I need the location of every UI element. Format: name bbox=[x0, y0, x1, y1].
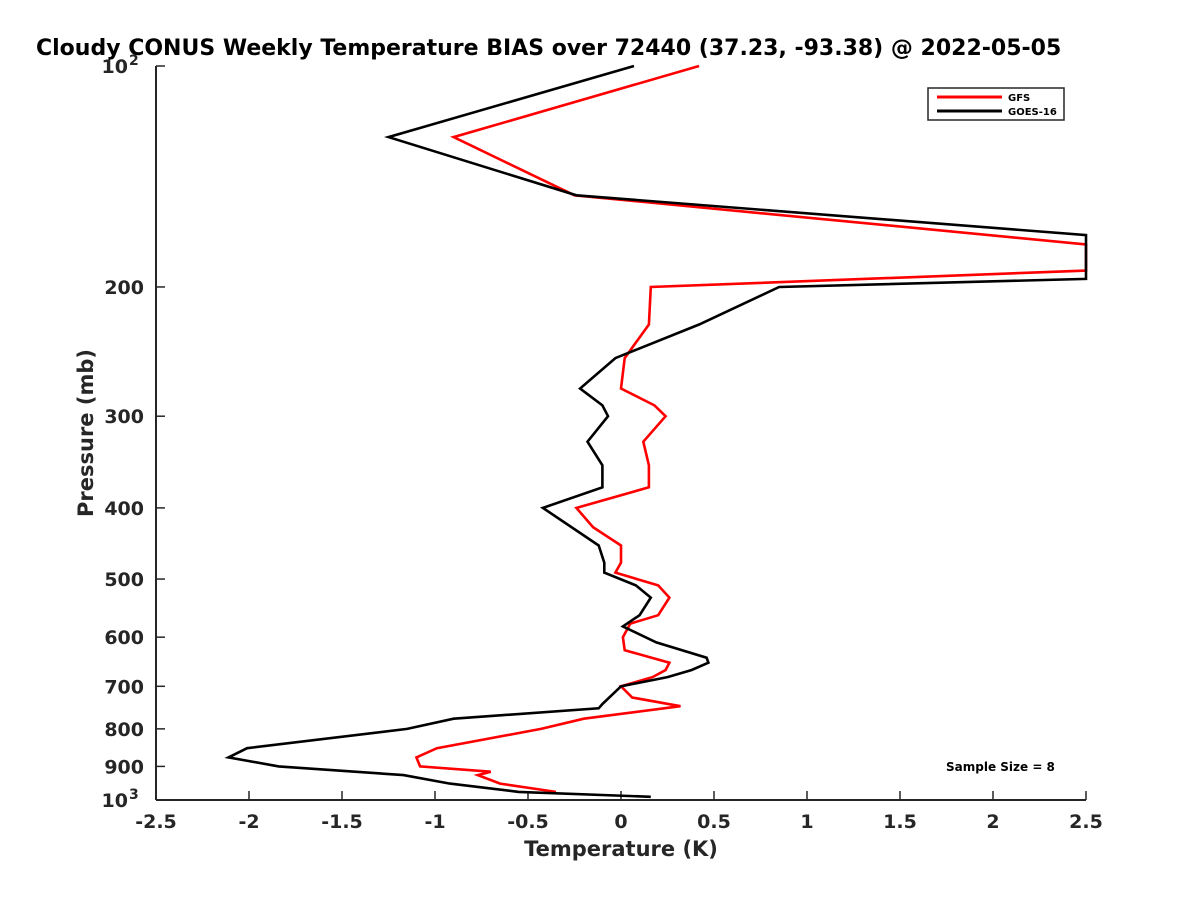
legend: GFS GOES-16 bbox=[927, 87, 1065, 121]
x-tick-label: 2.5 bbox=[1069, 811, 1103, 833]
chart-title: Cloudy CONUS Weekly Temperature BIAS ove… bbox=[36, 36, 1061, 61]
y-axis-label: Pressure (mb) bbox=[74, 349, 98, 517]
plot-area: -2.5 -2 -1.5 -1 -0.5 0 0.5 1 1.5 2 2.5 10 220030040… bbox=[102, 53, 1103, 833]
y-tick-label: 10 bbox=[102, 790, 128, 812]
y-tick-label: 200 bbox=[104, 277, 144, 299]
x-tick-label: 0.5 bbox=[697, 811, 731, 833]
series-line-goes16 bbox=[224, 64, 1088, 799]
y-tick-label: 300 bbox=[104, 406, 144, 428]
x-tick-label: 2 bbox=[986, 811, 999, 833]
y-tick-label: 900 bbox=[104, 756, 144, 778]
legend-box bbox=[927, 87, 1065, 121]
y-tick-label: 400 bbox=[104, 498, 144, 520]
x-axis-label: Temperature (K) bbox=[524, 837, 718, 861]
sample-size-annotation: Sample Size = 8 bbox=[946, 760, 1055, 774]
x-tick-label: -0.5 bbox=[507, 811, 549, 833]
x-ticks: -2.5 -2 -1.5 -1 -0.5 0 0.5 1 1.5 2 2.5 bbox=[135, 791, 1103, 833]
y-tick-label: 600 bbox=[104, 627, 144, 649]
y-tick-exponent: 2 bbox=[129, 53, 139, 69]
x-tick-label: -2 bbox=[238, 811, 259, 833]
x-tick-label: -1.5 bbox=[321, 811, 363, 833]
y-tick-label: 700 bbox=[104, 676, 144, 698]
y-tick-label: 10 bbox=[102, 56, 128, 78]
x-tick-label: -2.5 bbox=[135, 811, 177, 833]
y-tick-label: 800 bbox=[104, 719, 144, 741]
x-tick-label: -1 bbox=[424, 811, 445, 833]
series-lines bbox=[224, 64, 1088, 799]
y-tick-exponent: 3 bbox=[129, 787, 139, 803]
legend-label-goes16: GOES-16 bbox=[1008, 107, 1057, 118]
legend-label-gfs: GFS bbox=[1008, 93, 1030, 104]
series-line-gfs bbox=[414, 64, 1088, 794]
x-tick-label: 0 bbox=[614, 811, 627, 833]
x-tick-label: 1.5 bbox=[883, 811, 917, 833]
x-tick-label: 1 bbox=[800, 811, 813, 833]
y-tick-label: 500 bbox=[104, 569, 144, 591]
